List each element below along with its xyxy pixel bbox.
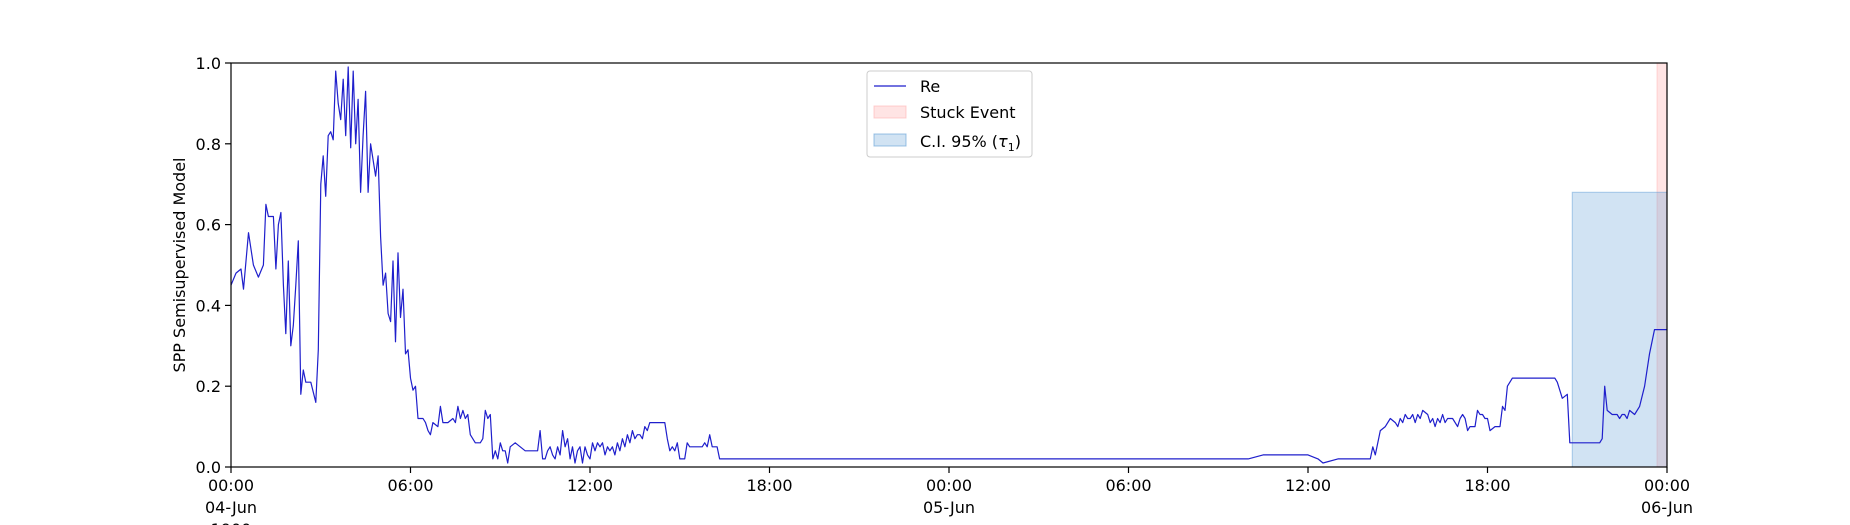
x-axis: 00:00 04-Jun 1900 06:00 12:00 18:00 00:00 05-Ju… (205, 467, 1693, 525)
x-tick-label: 18:00 (746, 476, 792, 495)
legend-label-ci: C.I. 95% (τ1) (920, 132, 1021, 154)
legend-patch-ci (873, 133, 907, 147)
y-tick-label: 0.2 (196, 377, 221, 396)
band-c-i-95-1 (1571, 191, 1668, 468)
x-tick-label: 05-Jun (923, 498, 975, 517)
y-tick-label: 0.8 (196, 135, 221, 154)
legend-label-stuck-event: Stuck Event (920, 103, 1016, 122)
x-tick-label: 00:00 (208, 476, 254, 495)
y-tick-label: 0.4 (196, 296, 221, 315)
x-tick-label: 12:00 (567, 476, 613, 495)
x-tick-label: 12:00 (1285, 476, 1331, 495)
y-tick-label: 0.6 (196, 216, 221, 235)
legend-box (866, 70, 1033, 158)
legend-label-re: Re (920, 77, 940, 96)
x-tick-label: 06:00 (387, 476, 433, 495)
x-tick-label: 1900 (211, 520, 252, 525)
y-axis-title: SPP Semisupervised Model (170, 158, 189, 373)
series-layer (230, 66, 1667, 464)
bands-layer (1571, 62, 1668, 468)
y-tick-label: 1.0 (196, 54, 221, 73)
plot-area (230, 62, 1668, 468)
x-tick-label: 06:00 (1105, 476, 1151, 495)
y-axis: 0.0 0.2 0.4 0.6 0.8 1.0 (196, 54, 231, 477)
legend: Re Stuck Event C.I. 95% (τ1) (866, 70, 1033, 158)
x-tick-label: 04-Jun (205, 498, 257, 517)
series-line-re (230, 66, 1667, 464)
x-tick-label: 18:00 (1464, 476, 1510, 495)
x-tick-label: 00:00 (926, 476, 972, 495)
y-tick-label: 0.0 (196, 458, 221, 477)
x-tick-label: 00:00 (1644, 476, 1690, 495)
x-tick-label: 06-Jun (1641, 498, 1693, 517)
legend-patch-stuck-event (873, 105, 907, 119)
